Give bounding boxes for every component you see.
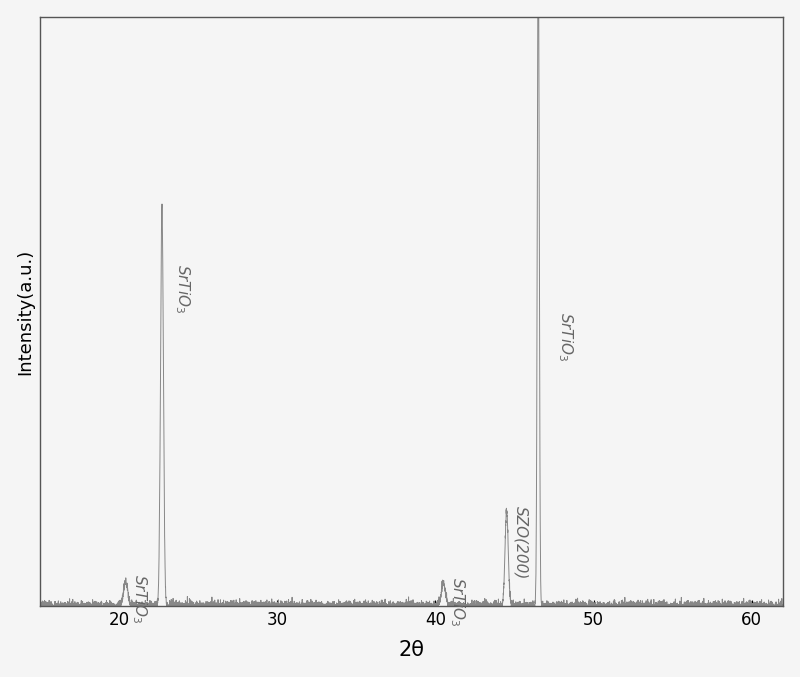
Text: SrTiO$_3$: SrTiO$_3$	[556, 311, 574, 361]
Text: SrTiO$_3$: SrTiO$_3$	[173, 264, 192, 314]
Y-axis label: Intensity(a.u.): Intensity(a.u.)	[17, 248, 34, 374]
X-axis label: 2θ: 2θ	[398, 640, 425, 660]
Text: SZO(200): SZO(200)	[514, 506, 528, 580]
Text: SrTiO$_3$: SrTiO$_3$	[130, 574, 149, 624]
Text: SrTiO$_3$: SrTiO$_3$	[448, 577, 467, 626]
